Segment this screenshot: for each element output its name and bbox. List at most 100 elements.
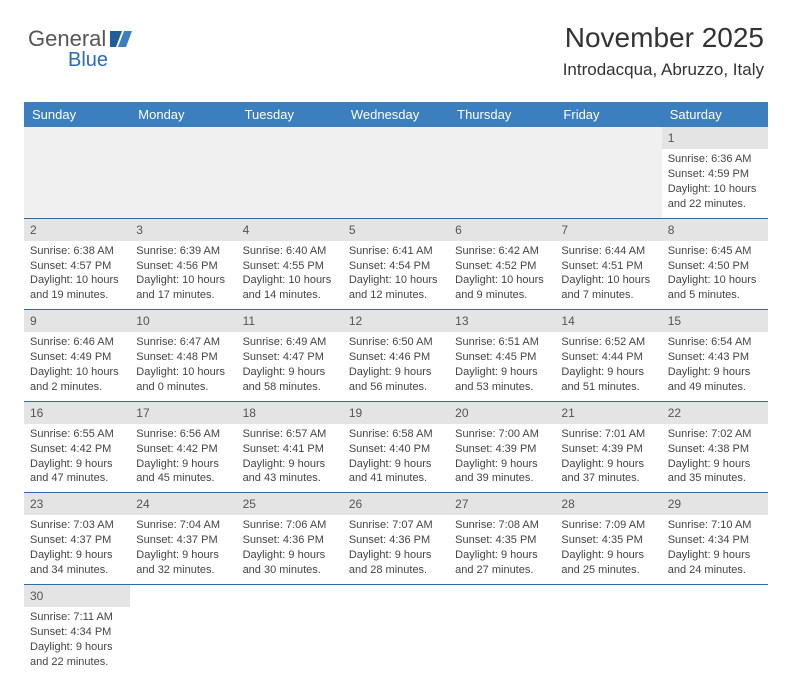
calendar-cell-blank bbox=[449, 585, 555, 675]
sunset-text: Sunset: 4:43 PM bbox=[668, 350, 762, 365]
calendar-cell-18: 18Sunrise: 6:57 AMSunset: 4:41 PMDayligh… bbox=[237, 402, 343, 494]
sunrise-text: Sunrise: 7:00 AM bbox=[455, 427, 549, 442]
daylight-text: Daylight: 9 hours and 51 minutes. bbox=[561, 365, 655, 395]
day-number: 16 bbox=[24, 402, 130, 424]
calendar-cell-22: 22Sunrise: 7:02 AMSunset: 4:38 PMDayligh… bbox=[662, 402, 768, 494]
calendar-cell-23: 23Sunrise: 7:03 AMSunset: 4:37 PMDayligh… bbox=[24, 493, 130, 585]
sunrise-text: Sunrise: 6:50 AM bbox=[349, 335, 443, 350]
sunrise-text: Sunrise: 6:39 AM bbox=[136, 244, 230, 259]
daylight-text: Daylight: 9 hours and 43 minutes. bbox=[243, 457, 337, 487]
day-number: 28 bbox=[555, 493, 661, 515]
sunset-text: Sunset: 4:44 PM bbox=[561, 350, 655, 365]
day-number: 24 bbox=[130, 493, 236, 515]
sunrise-text: Sunrise: 6:52 AM bbox=[561, 335, 655, 350]
daylight-text: Daylight: 9 hours and 56 minutes. bbox=[349, 365, 443, 395]
sunrise-text: Sunrise: 6:54 AM bbox=[668, 335, 762, 350]
page-title: November 2025 bbox=[563, 22, 764, 54]
sunrise-text: Sunrise: 7:04 AM bbox=[136, 518, 230, 533]
day-number: 9 bbox=[24, 310, 130, 332]
sunset-text: Sunset: 4:47 PM bbox=[243, 350, 337, 365]
sunrise-text: Sunrise: 7:10 AM bbox=[668, 518, 762, 533]
daylight-text: Daylight: 9 hours and 25 minutes. bbox=[561, 548, 655, 578]
calendar-cell-blank bbox=[24, 127, 130, 219]
calendar-cell-25: 25Sunrise: 7:06 AMSunset: 4:36 PMDayligh… bbox=[237, 493, 343, 585]
daylight-text: Daylight: 9 hours and 37 minutes. bbox=[561, 457, 655, 487]
daylight-text: Daylight: 9 hours and 28 minutes. bbox=[349, 548, 443, 578]
sunset-text: Sunset: 4:39 PM bbox=[561, 442, 655, 457]
calendar-cell-blank bbox=[237, 127, 343, 219]
sunrise-text: Sunrise: 6:40 AM bbox=[243, 244, 337, 259]
daylight-text: Daylight: 9 hours and 35 minutes. bbox=[668, 457, 762, 487]
sunset-text: Sunset: 4:42 PM bbox=[136, 442, 230, 457]
calendar-cell-blank bbox=[449, 127, 555, 219]
calendar-cell-blank bbox=[343, 127, 449, 219]
title-block: November 2025 Introdacqua, Abruzzo, Ital… bbox=[563, 22, 764, 80]
sunset-text: Sunset: 4:56 PM bbox=[136, 259, 230, 274]
sunset-text: Sunset: 4:46 PM bbox=[349, 350, 443, 365]
calendar-cell-5: 5Sunrise: 6:41 AMSunset: 4:54 PMDaylight… bbox=[343, 219, 449, 311]
sunrise-text: Sunrise: 7:11 AM bbox=[30, 610, 124, 625]
sunrise-text: Sunrise: 6:47 AM bbox=[136, 335, 230, 350]
calendar-cell-blank bbox=[555, 127, 661, 219]
daylight-text: Daylight: 10 hours and 22 minutes. bbox=[668, 182, 762, 212]
daylight-text: Daylight: 10 hours and 7 minutes. bbox=[561, 273, 655, 303]
calendar-cell-26: 26Sunrise: 7:07 AMSunset: 4:36 PMDayligh… bbox=[343, 493, 449, 585]
day-number: 14 bbox=[555, 310, 661, 332]
sunset-text: Sunset: 4:45 PM bbox=[455, 350, 549, 365]
daylight-text: Daylight: 9 hours and 49 minutes. bbox=[668, 365, 762, 395]
sunrise-text: Sunrise: 7:08 AM bbox=[455, 518, 549, 533]
dayheader-saturday: Saturday bbox=[662, 102, 768, 127]
daylight-text: Daylight: 9 hours and 32 minutes. bbox=[136, 548, 230, 578]
daylight-text: Daylight: 9 hours and 45 minutes. bbox=[136, 457, 230, 487]
day-number: 2 bbox=[24, 219, 130, 241]
day-number: 7 bbox=[555, 219, 661, 241]
flag-icon bbox=[110, 27, 138, 53]
calendar-cell-8: 8Sunrise: 6:45 AMSunset: 4:50 PMDaylight… bbox=[662, 219, 768, 311]
dayheader-friday: Friday bbox=[555, 102, 661, 127]
day-number: 13 bbox=[449, 310, 555, 332]
calendar-cell-4: 4Sunrise: 6:40 AMSunset: 4:55 PMDaylight… bbox=[237, 219, 343, 311]
daylight-text: Daylight: 9 hours and 47 minutes. bbox=[30, 457, 124, 487]
sunset-text: Sunset: 4:40 PM bbox=[349, 442, 443, 457]
daylight-text: Daylight: 9 hours and 22 minutes. bbox=[30, 640, 124, 670]
calendar-cell-1: 1Sunrise: 6:36 AMSunset: 4:59 PMDaylight… bbox=[662, 127, 768, 219]
sunset-text: Sunset: 4:37 PM bbox=[30, 533, 124, 548]
calendar-cell-blank bbox=[237, 585, 343, 675]
daylight-text: Daylight: 9 hours and 53 minutes. bbox=[455, 365, 549, 395]
daylight-text: Daylight: 10 hours and 9 minutes. bbox=[455, 273, 549, 303]
calendar-cell-3: 3Sunrise: 6:39 AMSunset: 4:56 PMDaylight… bbox=[130, 219, 236, 311]
day-number: 19 bbox=[343, 402, 449, 424]
daylight-text: Daylight: 9 hours and 58 minutes. bbox=[243, 365, 337, 395]
sunrise-text: Sunrise: 6:57 AM bbox=[243, 427, 337, 442]
calendar-cell-blank bbox=[343, 585, 449, 675]
daylight-text: Daylight: 10 hours and 12 minutes. bbox=[349, 273, 443, 303]
sunset-text: Sunset: 4:38 PM bbox=[668, 442, 762, 457]
calendar-cell-10: 10Sunrise: 6:47 AMSunset: 4:48 PMDayligh… bbox=[130, 310, 236, 402]
calendar-cell-29: 29Sunrise: 7:10 AMSunset: 4:34 PMDayligh… bbox=[662, 493, 768, 585]
day-number: 29 bbox=[662, 493, 768, 515]
calendar-cell-17: 17Sunrise: 6:56 AMSunset: 4:42 PMDayligh… bbox=[130, 402, 236, 494]
daylight-text: Daylight: 9 hours and 39 minutes. bbox=[455, 457, 549, 487]
calendar-cell-6: 6Sunrise: 6:42 AMSunset: 4:52 PMDaylight… bbox=[449, 219, 555, 311]
calendar-cell-15: 15 Sunrise: 6:54 AMSunset: 4:43 PMDayligh… bbox=[662, 310, 768, 402]
sunrise-text: Sunrise: 7:01 AM bbox=[561, 427, 655, 442]
day-number: 1 bbox=[662, 127, 768, 149]
daylight-text: Daylight: 10 hours and 19 minutes. bbox=[30, 273, 124, 303]
sunrise-text: Sunrise: 6:49 AM bbox=[243, 335, 337, 350]
sunset-text: Sunset: 4:59 PM bbox=[668, 167, 762, 182]
calendar-cell-blank bbox=[662, 585, 768, 675]
sunset-text: Sunset: 4:35 PM bbox=[455, 533, 549, 548]
sunrise-text: Sunrise: 6:45 AM bbox=[668, 244, 762, 259]
sunrise-text: Sunrise: 6:51 AM bbox=[455, 335, 549, 350]
calendar-cell-blank bbox=[130, 585, 236, 675]
dayheader-monday: Monday bbox=[130, 102, 236, 127]
calendar-cell-27: 27Sunrise: 7:08 AMSunset: 4:35 PMDayligh… bbox=[449, 493, 555, 585]
day-number: 15 bbox=[662, 310, 768, 332]
sunset-text: Sunset: 4:36 PM bbox=[349, 533, 443, 548]
sunrise-text: Sunrise: 7:09 AM bbox=[561, 518, 655, 533]
day-number: 17 bbox=[130, 402, 236, 424]
day-number: 26 bbox=[343, 493, 449, 515]
calendar-cell-19: 19Sunrise: 6:58 AMSunset: 4:40 PMDayligh… bbox=[343, 402, 449, 494]
day-number: 30 bbox=[24, 585, 130, 607]
sunset-text: Sunset: 4:50 PM bbox=[668, 259, 762, 274]
